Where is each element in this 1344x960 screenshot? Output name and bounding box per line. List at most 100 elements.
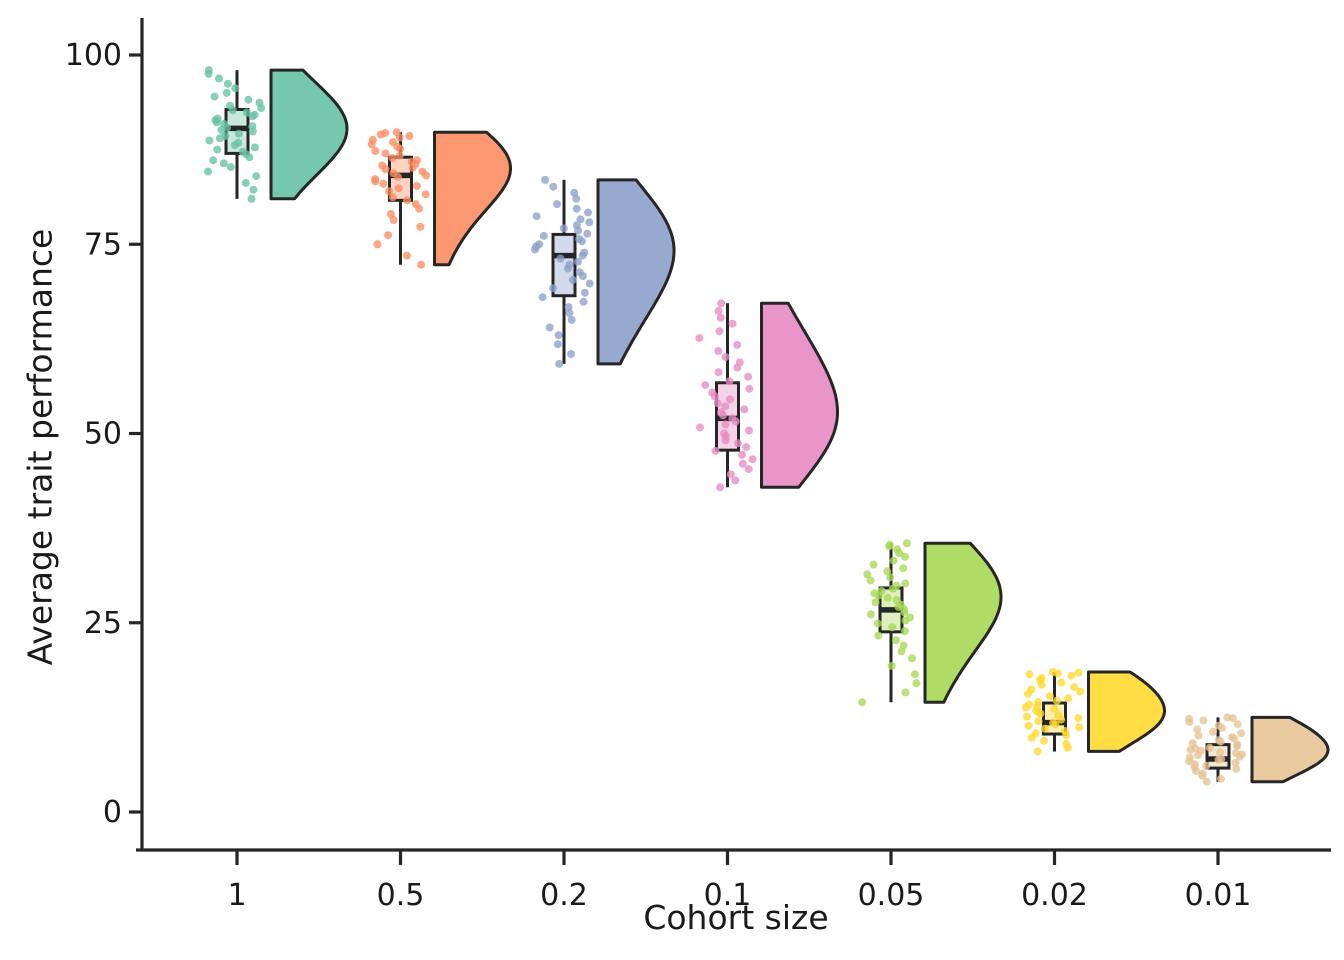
jitter-point xyxy=(1070,683,1079,692)
jitter-point xyxy=(733,439,742,448)
jitter-point xyxy=(368,135,377,144)
jitter-point xyxy=(538,293,547,302)
jitter-point xyxy=(900,627,909,636)
jitter-point xyxy=(721,402,730,411)
jitter-point xyxy=(1060,727,1069,735)
jitter-point xyxy=(388,138,397,147)
jitter-point xyxy=(901,579,910,588)
jitter-point xyxy=(1074,714,1083,723)
jitter-point xyxy=(395,151,404,160)
jitter-point xyxy=(371,147,380,156)
jitter-point xyxy=(740,405,749,414)
jitter-point xyxy=(713,399,722,408)
jitter-point xyxy=(1045,692,1054,701)
y-tick-label: 50 xyxy=(84,417,122,452)
jitter-point xyxy=(231,84,240,93)
jitter-point xyxy=(541,175,549,184)
jitter-point xyxy=(567,350,576,358)
jitter-point xyxy=(725,395,734,404)
jitter-point xyxy=(1217,774,1225,783)
jitter-point xyxy=(714,368,723,377)
jitter-point xyxy=(1237,729,1246,738)
jitter-point xyxy=(234,138,243,147)
jitter-point xyxy=(1202,761,1211,770)
jitter-point xyxy=(886,573,895,582)
half-violin xyxy=(923,541,1003,704)
jitter-point xyxy=(205,136,214,145)
jitter-point xyxy=(247,194,256,203)
jitter-point xyxy=(1193,725,1202,734)
jitter-point xyxy=(210,92,219,101)
jitter-point xyxy=(883,567,892,576)
jitter-point xyxy=(716,313,725,322)
jitter-point xyxy=(901,552,909,561)
jitter-point xyxy=(553,200,562,209)
jitter-point xyxy=(1202,777,1211,786)
jitter-point xyxy=(388,193,397,202)
jitter-point xyxy=(1185,714,1194,723)
jitter-point xyxy=(711,446,720,455)
jitter-point xyxy=(1205,743,1214,752)
jitter-point xyxy=(1049,718,1058,727)
jitter-point xyxy=(219,159,228,168)
jitter-point xyxy=(238,147,247,156)
jitter-point xyxy=(371,175,380,184)
half-violin xyxy=(596,178,676,366)
jitter-point xyxy=(388,154,397,162)
jitter-point xyxy=(241,178,250,187)
jitter-point xyxy=(744,372,753,381)
x-tick-label: 0.5 xyxy=(377,878,425,913)
jitter-point xyxy=(883,593,892,602)
jitter-point xyxy=(572,194,581,203)
jitter-point xyxy=(1217,755,1226,763)
jitter-point xyxy=(870,589,879,598)
jitter-point xyxy=(1064,694,1073,703)
jitter-point xyxy=(559,224,568,233)
jitter-point xyxy=(1232,764,1241,773)
jitter-point xyxy=(412,182,421,190)
jitter-point xyxy=(575,268,584,277)
jitter-point xyxy=(549,284,557,293)
jitter-point xyxy=(209,156,218,165)
jitter-point xyxy=(567,315,576,324)
jitter-point xyxy=(866,610,875,619)
jitter-point xyxy=(576,215,585,224)
jitter-point xyxy=(717,408,725,417)
x-tick-label: 0.01 xyxy=(1185,878,1252,913)
jitter-point xyxy=(403,196,412,205)
jitter-point xyxy=(1022,712,1031,721)
jitter-point xyxy=(580,248,589,257)
jitter-point xyxy=(721,420,730,429)
jitter-point xyxy=(873,619,882,628)
jitter-point xyxy=(1199,716,1208,725)
jitter-point xyxy=(745,384,754,393)
jitter-point xyxy=(891,636,900,645)
jitter-point xyxy=(389,169,398,178)
jitter-point xyxy=(871,598,880,607)
jitter-point xyxy=(893,545,902,554)
jitter-point xyxy=(888,623,897,632)
jitter-point xyxy=(568,275,577,284)
jitter-point xyxy=(385,187,394,196)
jitter-point xyxy=(1233,740,1242,749)
x-tick-label: 0.02 xyxy=(1021,878,1088,913)
jitter-point xyxy=(1062,739,1071,748)
jitter-point xyxy=(1027,685,1036,694)
jitter-point xyxy=(1216,748,1224,757)
jitter-point xyxy=(213,114,222,123)
jitter-point xyxy=(221,132,230,140)
jitter-point xyxy=(738,450,747,459)
y-tick-label: 25 xyxy=(84,606,122,641)
jitter-point xyxy=(421,190,430,199)
jitter-point xyxy=(1024,700,1033,709)
jitter-point xyxy=(906,613,915,622)
jitter-point xyxy=(572,204,581,213)
jitter-point xyxy=(250,143,259,152)
jitter-point xyxy=(402,251,411,260)
jitter-point xyxy=(553,340,562,349)
jitter-point xyxy=(1228,733,1237,742)
jitter-point xyxy=(858,698,867,707)
jitter-point xyxy=(877,587,886,595)
jitter-point xyxy=(1040,736,1049,745)
jitter-point xyxy=(874,631,883,640)
